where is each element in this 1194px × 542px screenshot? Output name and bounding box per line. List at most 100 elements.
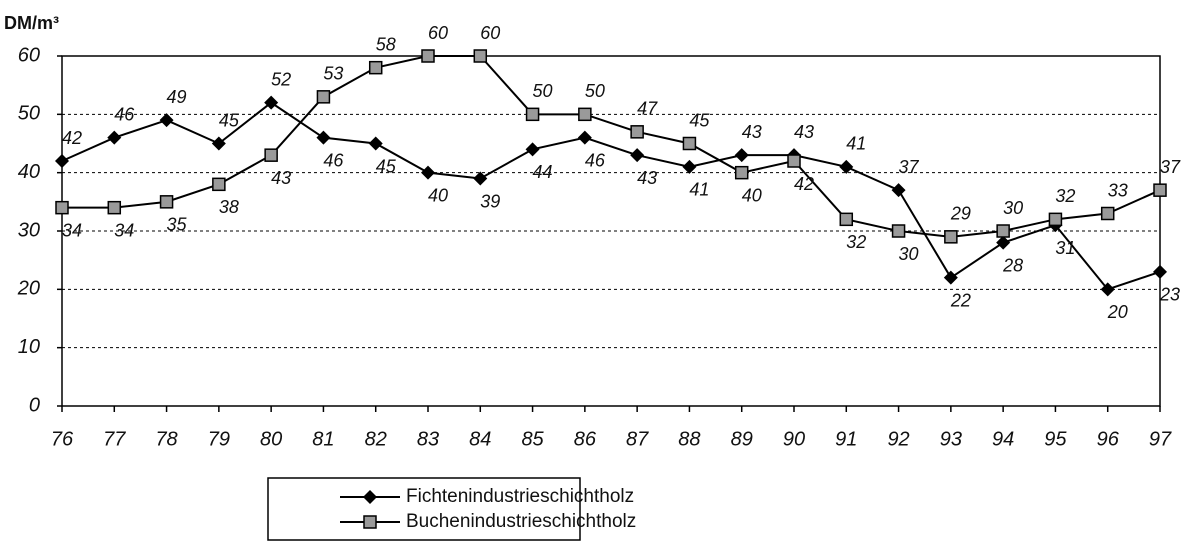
y-tick-label: 30: [18, 219, 40, 241]
point: [363, 490, 377, 504]
point: [839, 212, 854, 227]
point: [525, 107, 540, 122]
x-tick-label: 84: [469, 428, 491, 450]
y-tick-label: 60: [18, 44, 40, 66]
series-line: [62, 55, 1161, 238]
data-label: 44: [533, 162, 553, 182]
data-label: 28: [1002, 255, 1023, 275]
data-label: 42: [794, 174, 814, 194]
data-label: 58: [376, 34, 396, 54]
y-tick-label: 50: [18, 103, 40, 125]
x-tick-label: 77: [103, 428, 126, 450]
data-label: 35: [167, 215, 188, 235]
x-tick-label: 82: [365, 428, 387, 450]
point: [473, 49, 488, 63]
data-label: 45: [689, 110, 710, 130]
x-tick-label: 80: [260, 428, 282, 450]
point: [368, 60, 383, 75]
data-label: 60: [480, 23, 500, 43]
data-label: 37: [899, 157, 920, 177]
point: [891, 183, 906, 198]
point: [159, 113, 174, 128]
x-tick-label: 95: [1044, 428, 1067, 450]
x-tick-label: 92: [887, 428, 909, 450]
y-axis-label: DM/m³: [4, 13, 59, 33]
x-tick-label: 76: [51, 428, 74, 450]
data-label: 60: [428, 23, 448, 43]
data-label: 52: [271, 69, 291, 89]
plot-frame: [61, 55, 1161, 407]
point: [421, 165, 435, 180]
point: [943, 270, 958, 285]
data-label: 20: [1107, 302, 1128, 322]
data-label: 41: [689, 180, 709, 200]
point: [630, 148, 645, 163]
point: [264, 148, 278, 162]
data-label: 33: [1108, 180, 1128, 200]
point: [55, 200, 69, 215]
data-label: 31: [1055, 238, 1075, 258]
data-label: 23: [1159, 285, 1180, 305]
x-tick-label: 89: [731, 428, 753, 450]
point: [1153, 183, 1167, 197]
point: [787, 154, 801, 168]
point: [996, 224, 1010, 238]
data-label: 32: [1055, 186, 1075, 206]
y-tick-label: 10: [18, 336, 40, 358]
x-tick-label: 96: [1097, 428, 1120, 450]
data-label: 34: [62, 220, 82, 240]
point: [577, 130, 592, 145]
data-label: 46: [114, 104, 135, 124]
data-label: 45: [376, 156, 397, 176]
x-tick-label: 81: [312, 428, 334, 450]
data-label: 39: [480, 191, 500, 211]
data-label: 38: [219, 197, 239, 217]
point: [630, 125, 644, 139]
data-label: 43: [271, 168, 291, 188]
data-label: 46: [323, 150, 344, 170]
x-tick-label: 79: [208, 428, 230, 450]
x-tick-label: 83: [417, 428, 439, 450]
point: [363, 515, 377, 529]
point: [159, 195, 174, 209]
point: [1100, 282, 1115, 297]
point: [264, 95, 279, 110]
point: [212, 177, 226, 192]
x-tick-label: 86: [574, 428, 597, 450]
data-label: 37: [1160, 157, 1181, 177]
data-label: 22: [950, 290, 971, 310]
point: [682, 136, 697, 151]
data-label: 45: [219, 110, 240, 130]
point: [55, 154, 69, 168]
legend-box: [267, 477, 581, 541]
y-tick-label: 20: [17, 278, 40, 300]
data-label: 41: [846, 134, 866, 154]
point: [525, 142, 540, 157]
x-tick-label: 90: [783, 428, 805, 450]
point: [107, 130, 122, 145]
data-label: 40: [428, 185, 448, 205]
point: [891, 224, 906, 238]
data-label: 50: [585, 81, 605, 101]
y-tick-label: 0: [29, 394, 40, 416]
point: [996, 235, 1011, 250]
data-label: 43: [637, 168, 657, 188]
data-label: 50: [533, 81, 553, 101]
point: [1048, 212, 1063, 227]
legend-label: Buchenindustrieschichtholz: [406, 511, 636, 532]
data-label: 29: [950, 204, 971, 224]
point: [944, 230, 958, 244]
x-tick-label: 78: [155, 428, 177, 450]
x-tick-label: 85: [521, 428, 544, 450]
point: [107, 200, 122, 215]
series-line: [61, 101, 1161, 291]
data-label: 49: [167, 87, 187, 107]
data-label: 46: [585, 150, 606, 170]
data-label: 43: [794, 122, 814, 142]
data-label: 32: [846, 232, 866, 252]
data-label: 43: [742, 122, 762, 142]
point: [316, 90, 331, 104]
y-tick-label: 40: [18, 161, 40, 183]
point: [473, 171, 488, 186]
